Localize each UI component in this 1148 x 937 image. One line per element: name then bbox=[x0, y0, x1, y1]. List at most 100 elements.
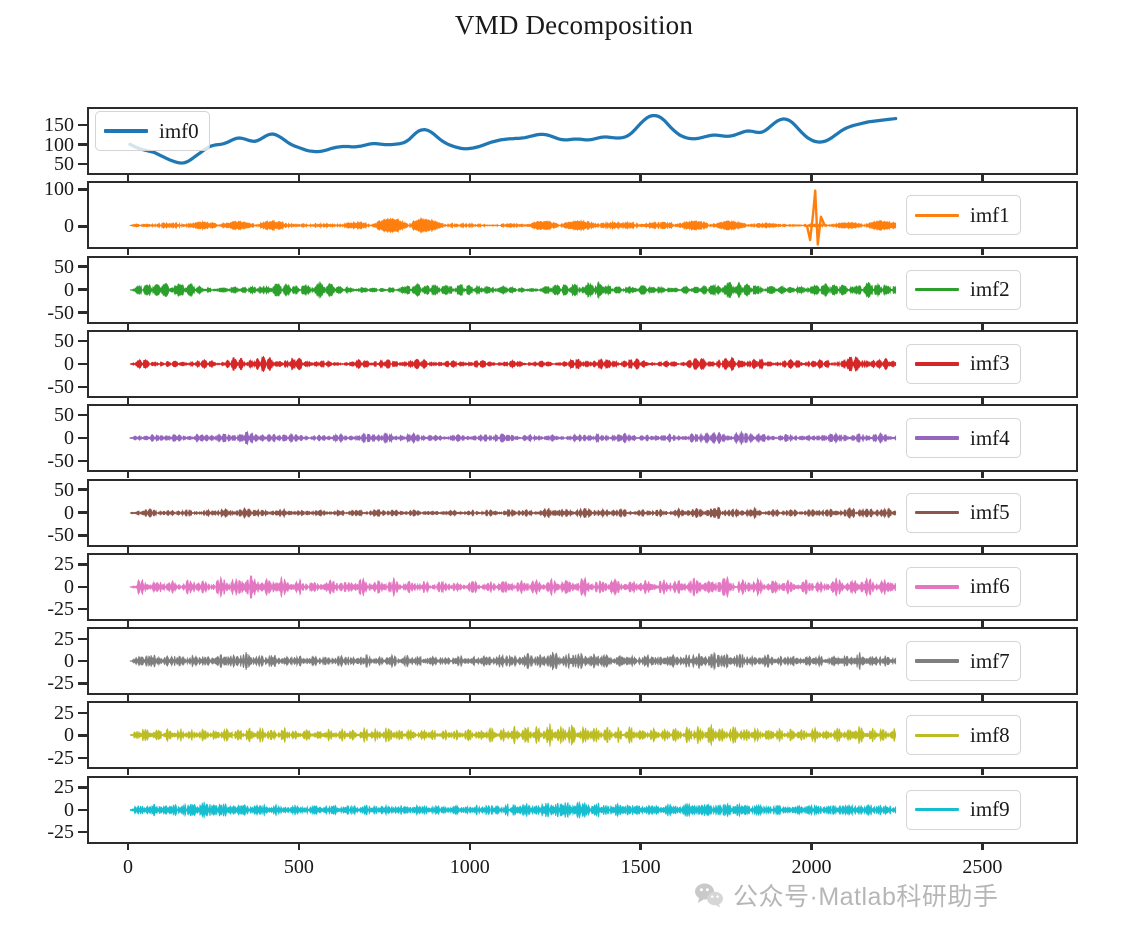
xtick-imf0-2 bbox=[468, 175, 471, 181]
xtick-imf7-0 bbox=[126, 695, 130, 702]
ytick-label-imf6-1: 0 bbox=[64, 575, 74, 598]
legend-imf4[interactable]: imf4 bbox=[906, 418, 1021, 459]
xtick-imf5-5 bbox=[981, 546, 984, 553]
subplot-imf6 bbox=[87, 552, 1078, 621]
ytick-label-imf5-0: 50 bbox=[54, 478, 74, 501]
subplot-imf0 bbox=[87, 107, 1078, 175]
ytick-imf5-2 bbox=[78, 534, 87, 537]
xtick-label-2: 1000 bbox=[449, 855, 490, 878]
ytick-imf9-0 bbox=[78, 786, 87, 789]
ytick-label-imf9-1: 0 bbox=[64, 798, 74, 821]
xtick-imf8-2 bbox=[468, 769, 471, 776]
legend-imf3[interactable]: imf3 bbox=[906, 343, 1021, 384]
legend-label-imf5: imf5 bbox=[970, 500, 1010, 524]
xtick-imf0-5 bbox=[981, 175, 984, 181]
wechat-icon bbox=[695, 883, 723, 908]
xtick-imf6-5 bbox=[981, 620, 984, 627]
ytick-imf4-2 bbox=[78, 459, 87, 463]
xtick-imf7-3 bbox=[639, 695, 642, 702]
xtick-imf8-0 bbox=[126, 769, 130, 776]
ytick-imf7-0 bbox=[78, 637, 87, 640]
ytick-imf0-1 bbox=[78, 143, 87, 146]
xtick-imf4-2 bbox=[468, 472, 471, 479]
legend-imf1[interactable]: imf1 bbox=[906, 195, 1021, 236]
legend-label-imf1: imf1 bbox=[970, 202, 1010, 227]
legend-imf2[interactable]: imf2 bbox=[906, 269, 1021, 310]
watermark: 公众号·Matlab科研助手 bbox=[694, 877, 998, 913]
xtick-imf6-2 bbox=[468, 620, 471, 627]
xtick-imf2-5 bbox=[981, 323, 984, 330]
xtick-imf7-5 bbox=[981, 695, 984, 702]
legend-label-imf0: imf0 bbox=[159, 118, 199, 143]
legend-label-imf8: imf8 bbox=[970, 722, 1010, 747]
ytick-imf2-1 bbox=[78, 288, 87, 291]
legend-imf9[interactable]: imf9 bbox=[906, 789, 1021, 830]
xtick-imf1-5 bbox=[981, 249, 984, 256]
xtick-imf2-4 bbox=[810, 323, 813, 330]
page-title: VMD Decomposition bbox=[454, 10, 694, 40]
legend-imf0[interactable]: imf0 bbox=[95, 111, 210, 151]
xtick-imf4-0 bbox=[126, 472, 130, 479]
xtick-imf7-4 bbox=[810, 695, 813, 702]
xtick-imf8-5 bbox=[981, 769, 984, 776]
subplot-imf7 bbox=[87, 627, 1078, 696]
signal-trace-imf6 bbox=[129, 575, 897, 599]
watermark-text: 公众号·Matlab科研助手 bbox=[733, 883, 999, 911]
legend-imf7[interactable]: imf7 bbox=[906, 641, 1021, 682]
ytick-label-imf3-2: -50 bbox=[47, 375, 74, 398]
xtick-imf7-1 bbox=[297, 695, 301, 702]
ytick-label-imf2-0: 50 bbox=[54, 255, 74, 278]
ytick-imf0-2 bbox=[78, 162, 87, 166]
xtick-imf9-5 bbox=[981, 843, 984, 850]
xtick-imf6-1 bbox=[297, 620, 301, 627]
xtick-imf1-4 bbox=[810, 249, 813, 256]
ytick-imf7-1 bbox=[78, 659, 87, 663]
xtick-imf4-5 bbox=[981, 472, 984, 479]
signal-trace-imf3 bbox=[129, 355, 897, 373]
xtick-label-5: 2500 bbox=[962, 855, 1003, 878]
ytick-label-imf0-2: 50 bbox=[54, 153, 74, 176]
xtick-label-4: 2000 bbox=[791, 855, 832, 878]
xtick-imf3-1 bbox=[297, 397, 301, 404]
ytick-label-imf0-0: 150 bbox=[44, 113, 74, 136]
xtick-imf8-3 bbox=[639, 769, 642, 776]
ytick-imf3-2 bbox=[78, 385, 87, 389]
xtick-imf3-2 bbox=[468, 397, 471, 404]
legend-swatch-imf6 bbox=[915, 585, 959, 589]
legend-label-imf4: imf4 bbox=[970, 425, 1010, 450]
ytick-imf4-0 bbox=[78, 414, 87, 417]
xtick-imf0-0 bbox=[126, 175, 130, 181]
legend-imf6[interactable]: imf6 bbox=[906, 566, 1021, 607]
ytick-imf7-2 bbox=[78, 682, 87, 685]
ytick-label-imf3-0: 50 bbox=[54, 329, 74, 352]
xtick-imf5-3 bbox=[639, 546, 642, 553]
xtick-label-0: 0 bbox=[123, 855, 133, 878]
subplot-imf1 bbox=[87, 181, 1078, 250]
ytick-label-imf1-0: 100 bbox=[44, 178, 74, 201]
signal-trace-imf4 bbox=[128, 430, 897, 446]
legend-imf8[interactable]: imf8 bbox=[906, 715, 1021, 756]
ytick-label-imf0-1: 100 bbox=[44, 133, 74, 156]
ytick-label-imf9-0: 25 bbox=[54, 776, 74, 799]
ytick-imf4-1 bbox=[78, 437, 87, 440]
xtick-imf4-3 bbox=[639, 472, 642, 479]
xtick-imf5-1 bbox=[297, 546, 301, 553]
xtick-imf5-0 bbox=[126, 546, 130, 553]
ytick-imf3-0 bbox=[78, 339, 87, 343]
xtick-imf4-4 bbox=[810, 472, 813, 479]
legend-label-imf3: imf3 bbox=[970, 351, 1010, 376]
ytick-imf6-2 bbox=[78, 607, 87, 611]
xtick-imf1-3 bbox=[639, 249, 642, 256]
legend-imf5[interactable]: imf5 bbox=[906, 492, 1021, 533]
xtick-imf9-3 bbox=[639, 843, 642, 850]
xtick-imf2-2 bbox=[468, 323, 471, 330]
ytick-label-imf5-1: 0 bbox=[64, 501, 74, 524]
ytick-label-imf3-1: 0 bbox=[64, 352, 74, 375]
signal-trace-imf2 bbox=[129, 280, 897, 300]
ytick-label-imf6-2: -25 bbox=[47, 598, 74, 621]
ytick-imf6-1 bbox=[78, 585, 87, 588]
xtick-label-1: 500 bbox=[283, 855, 314, 878]
xtick-imf3-5 bbox=[981, 397, 984, 404]
xtick-imf7-2 bbox=[468, 695, 471, 702]
